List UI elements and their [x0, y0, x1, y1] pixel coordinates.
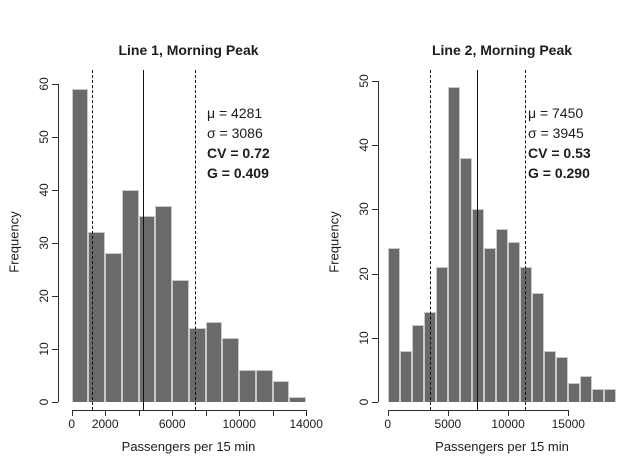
plot1-stats-annotation: μ = 4281 σ = 3086 CV = 0.72 G = 0.409: [207, 103, 270, 183]
plot2-mean-minus-sd-line: [429, 70, 431, 410]
plot2-y-tick: [372, 145, 378, 147]
plot1-x-tick-label: 0: [68, 417, 76, 431]
plot1-x-tick: [306, 410, 308, 416]
plot1-title: Line 1, Morning Peak: [118, 42, 259, 58]
plot2-histogram-bar: [387, 247, 400, 402]
plot2-histogram-bar: [532, 292, 545, 402]
plot2-histogram-bar: [411, 324, 424, 402]
plot1-histogram-bar: [272, 380, 290, 402]
plot2-histogram-bar: [447, 87, 460, 402]
plot1-x-tick-label: 14000: [289, 417, 323, 431]
plot2-mean-plus-sd-line: [524, 70, 526, 410]
plot1-mean-minus-sd-line: [91, 70, 93, 410]
plot2-histogram-bar: [544, 350, 557, 402]
plot1-x-tick-label: 2000: [91, 417, 119, 431]
plot1-x-tick: [138, 410, 140, 416]
plot1-x-tick-label: 6000: [158, 417, 186, 431]
plot2-histogram-bar: [604, 389, 617, 402]
plot1-x-tick: [239, 410, 241, 416]
plot2-x-tick-label: 10000: [491, 417, 525, 431]
plot2-x-tick-label: 5000: [434, 417, 462, 431]
plot1-histogram-bar: [121, 189, 139, 402]
plot1-stat-gini: G = 0.409: [207, 165, 269, 181]
plot1-y-tick: [52, 295, 58, 297]
plot1-histogram-bar: [155, 205, 173, 402]
plot2-x-axis-line: [387, 410, 569, 411]
plot1-y-tick: [52, 189, 58, 191]
plot2-x-tick: [568, 410, 570, 416]
plot2-histogram-bar: [496, 228, 509, 402]
plot2-y-tick-label: 0: [357, 398, 371, 406]
plot2-x-axis-label: Passengers per 15 min: [435, 439, 569, 454]
plot2-histogram-bar: [556, 357, 569, 402]
plot2-histogram-bar: [484, 247, 497, 402]
plot1-y-tick: [52, 83, 58, 85]
plot1-y-tick: [52, 242, 58, 244]
plot1-x-tick: [205, 410, 207, 416]
plot2-y-tick-label: 10: [357, 331, 371, 345]
plot2-title: Line 2, Morning Peak: [431, 42, 573, 58]
plot2-mean-line: [477, 70, 479, 410]
plot2-x-tick: [387, 410, 389, 416]
plot2-stat-gini: G = 0.290: [528, 165, 590, 181]
plot2-y-tick: [372, 273, 378, 275]
plot2-x-tick-label: 0: [384, 417, 392, 431]
plot2-histogram-bar: [435, 267, 448, 402]
plot2-y-tick: [372, 209, 378, 211]
plot1-mean-plus-sd-line: [195, 70, 197, 410]
plot2-stat-sd: σ = 3945: [528, 125, 584, 141]
plot1-x-axis-label: Passengers per 15 min: [121, 439, 256, 454]
plot1-histogram-bar: [71, 88, 89, 402]
plot1-histogram-bar: [222, 338, 240, 402]
plot2-stat-cv: CV = 0.53: [528, 145, 591, 161]
plot1-histogram-bar: [188, 327, 206, 402]
plot1-x-tick: [105, 410, 107, 416]
plot1-histogram-bar: [255, 370, 273, 402]
plot2-stat-mean: μ = 7450: [528, 105, 584, 121]
plot1-stat-mean: μ = 4281: [207, 105, 263, 121]
plot2-y-tick: [372, 337, 378, 339]
plot1-x-tick: [71, 410, 73, 416]
plot2-x-tick: [508, 410, 510, 416]
plot2-y-tick: [372, 402, 378, 403]
plot1-histogram-bar: [289, 396, 307, 402]
plot1-x-tick: [272, 410, 274, 416]
plot1-mean-line: [143, 70, 145, 410]
plot1-x-tick-label: 10000: [222, 417, 256, 431]
plot1-x-tick: [172, 410, 174, 416]
plot2-histogram-bar: [399, 350, 412, 402]
plot2-histogram-bar: [423, 312, 436, 402]
plot1-histogram-bar: [105, 253, 122, 402]
plot2-x-tick: [447, 410, 449, 416]
plot2-y-tick: [372, 81, 378, 82]
plot2-y-tick-label: 50: [357, 74, 371, 88]
plot2-y-tick-label: 30: [357, 202, 371, 217]
plot2-stats-annotation: μ = 7450 σ = 3945 CV = 0.53 G = 0.290: [528, 103, 591, 183]
plot1-y-tick: [52, 402, 58, 403]
plot2-x-tick-label: 15000: [551, 417, 585, 431]
plot2-histogram-bar: [580, 376, 593, 402]
plot2-histogram-bar: [459, 158, 472, 402]
plot1-stat-cv: CV = 0.72: [207, 145, 270, 161]
plot2-y-tick-label: 40: [357, 138, 371, 152]
plot2-y-axis-line: [378, 81, 379, 402]
plot2-y-tick-label: 20: [357, 266, 371, 281]
plot1-y-tick: [52, 348, 58, 350]
plot1-stat-sd: σ = 3086: [207, 125, 263, 141]
plot1-histogram-bar: [239, 370, 256, 402]
plot1-histogram-bar: [205, 322, 223, 402]
plot2-histogram-bar: [568, 382, 581, 402]
plot2-histogram-bar: [508, 241, 521, 402]
plot2-histogram-bar: [592, 389, 605, 402]
plot1-histogram-bar: [172, 279, 189, 402]
plot2-histogram-bar: [520, 267, 533, 402]
plot1-y-tick: [52, 136, 58, 138]
plot1-histogram-bar: [138, 216, 156, 402]
plot1-x-axis-line: [71, 410, 307, 411]
plot1-y-axis-line: [58, 83, 59, 402]
